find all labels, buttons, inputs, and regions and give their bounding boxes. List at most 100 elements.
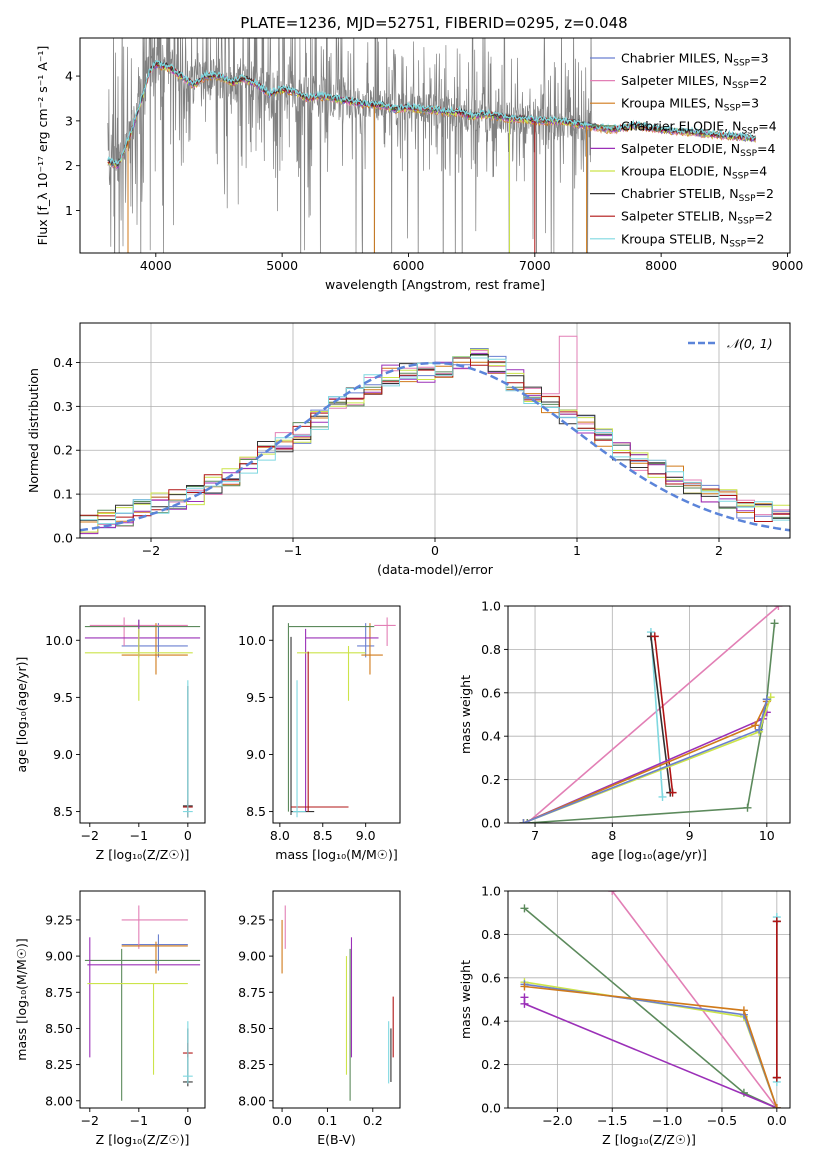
y-tick-label: 1 — [65, 203, 73, 218]
x-tick-label: 9000 — [772, 258, 804, 273]
mass-weight-chabrier-miles-line — [523, 699, 768, 823]
mass-weight-marker — [523, 819, 532, 823]
mass-weight-salpeter-miles-line — [611, 891, 778, 1108]
mass-weight-marker — [608, 891, 617, 895]
mass-weight-marker — [772, 1073, 781, 1082]
legend-entry-label: Salpeter STELIB, NSSP=2 — [621, 209, 773, 227]
x-tick-label: 1 — [573, 543, 581, 558]
y-tick-label: 1.0 — [481, 599, 501, 614]
x-tick-label: −1.0 — [652, 1113, 682, 1128]
x-tick-label: −2.0 — [542, 1113, 572, 1128]
legend-entry-label: Chabrier STELIB, NSSP=2 — [621, 186, 774, 204]
x-tick-label: 6000 — [393, 258, 425, 273]
y-tick-label: 8.75 — [45, 985, 73, 1000]
mass_weight_vs_age-axes-frame — [507, 605, 791, 824]
x-tick-label: −1 — [130, 828, 148, 843]
x-tick-label: 8 — [608, 828, 616, 843]
age_vs_Z-plot-area — [84, 617, 201, 818]
legend-entry-label: Salpeter ELODIE, NSSP=4 — [621, 141, 776, 159]
x-tick-label: 0.0 — [272, 1113, 292, 1128]
x-tick-label: 7000 — [519, 258, 551, 273]
y-tick-label: 0.2 — [481, 1057, 501, 1072]
y-tick-label: 0.6 — [481, 685, 501, 700]
mass-weight-marker — [520, 982, 529, 991]
model-kroupa-stelib-line — [107, 59, 757, 165]
x-tick-label: −2 — [142, 543, 160, 558]
y-tick-label: 8.25 — [238, 1057, 266, 1072]
residuals-plot-area — [80, 323, 790, 538]
y-tick-label: 0.0 — [481, 816, 501, 831]
residuals-x-axis-label: (data-model)/error — [377, 562, 494, 577]
x-tick-label: 7 — [531, 828, 539, 843]
mass_weight_vs_Z-axes-frame — [507, 890, 791, 1109]
mass_weight_vs_Z-plot-area — [508, 891, 790, 1108]
mass-weight-marker — [739, 1006, 748, 1015]
y-tick-label: 2 — [65, 158, 73, 173]
y-tick-label: 9.00 — [45, 949, 73, 964]
y-tick-label: 0.8 — [481, 642, 501, 657]
x-tick-label: 2 — [715, 543, 723, 558]
legend-entry-label: Chabrier MILES, NSSP=3 — [621, 51, 769, 69]
y-tick-label: 0.4 — [481, 1014, 501, 1029]
mass-weight-salpeter-elodie-line — [523, 711, 768, 823]
x-tick-label: −1 — [130, 1113, 148, 1128]
y-tick-label: 9.5 — [53, 690, 73, 705]
y-tick-label: 8.5 — [53, 804, 73, 819]
mass-weight-marker — [774, 606, 783, 610]
y-tick-label: 0.2 — [53, 443, 73, 458]
y-tick-label: 0.8 — [481, 927, 501, 942]
model-salpeter-stelib-line — [107, 61, 756, 166]
mass-weight-marker — [658, 792, 667, 801]
y-tick-label: 9.5 — [246, 690, 266, 705]
legend-entry-label: Kroupa STELIB, NSSP=2 — [621, 231, 765, 249]
mass-weight-chabrier-elodie-line — [527, 623, 776, 823]
legend-entry-label: Kroupa MILES, NSSP=3 — [621, 96, 759, 114]
x-tick-label: 8.0 — [270, 828, 290, 843]
x-tick-label: −2 — [81, 828, 99, 843]
spectrum-x-axis-label: wavelength [Angstrom, rest frame] — [325, 277, 545, 292]
mass_vs_ebv-axes-frame — [272, 890, 401, 1109]
mass-weight-marker — [762, 695, 771, 704]
x-tick-label: 0.0 — [767, 1113, 787, 1128]
y-tick-label: 0.1 — [53, 487, 73, 502]
age_vs_mass-axes-frame — [272, 605, 401, 824]
residuals-y-axis-label: Normed distribution — [26, 368, 41, 493]
y-tick-label: 0.4 — [481, 729, 501, 744]
x-tick-label: 8000 — [645, 258, 677, 273]
y-tick-label: 3 — [65, 113, 73, 128]
spectrum-axes-frame — [79, 37, 791, 254]
mass-weight-marker — [772, 917, 781, 926]
y-tick-label: 4 — [65, 69, 73, 84]
mass-weight-marker — [519, 819, 528, 823]
x-tick-label: 0 — [184, 1113, 192, 1128]
x-tick-label: −0.5 — [707, 1113, 737, 1128]
y-tick-label: 10.0 — [238, 633, 266, 648]
x-tick-label: 8.5 — [313, 828, 333, 843]
mass-weight-marker — [743, 803, 752, 812]
mass-weight-salpeter-miles-line — [526, 606, 779, 823]
x-tick-label: −1 — [284, 543, 302, 558]
age_vs_Z-axes-frame — [79, 605, 206, 824]
y-tick-label: 0.3 — [53, 399, 73, 414]
legend-entry-label: Salpeter MILES, NSSP=2 — [621, 73, 767, 91]
legend-entry-label: Kroupa ELODIE, NSSP=4 — [621, 164, 767, 182]
mass-weight-kroupa-elodie-line — [523, 696, 772, 823]
x-tick-label: 0 — [431, 543, 439, 558]
mass-weight-chabrier-elodie-line — [523, 907, 778, 1108]
y-tick-label: 0.0 — [53, 531, 73, 546]
mass-weight-kroupa-miles-line — [524, 985, 778, 1108]
age_vs_mass-x-axis-label: mass [log₁₀(M/M☉)] — [275, 847, 397, 862]
x-tick-label: 0.1 — [317, 1113, 337, 1128]
y-tick-label: 0.6 — [481, 970, 501, 985]
spectrum-y-axis-label: Flux [f_λ 10⁻¹⁷ erg cm⁻² s⁻¹ A⁻¹] — [35, 46, 50, 246]
mass_weight_vs_age-x-axis-label: age [log₁₀(age/yr)] — [591, 847, 707, 862]
mass_vs_Z-x-axis-label: Z [log₁₀(Z/Z☉)] — [96, 1132, 190, 1147]
x-tick-label: 9 — [686, 828, 694, 843]
y-tick-label: 9.25 — [238, 912, 266, 927]
x-tick-label: 5000 — [266, 258, 298, 273]
legend-entry-label: Chabrier ELODIE, NSSP=4 — [621, 118, 777, 136]
y-tick-label: 9.0 — [53, 747, 73, 762]
y-tick-label: 8.00 — [238, 1093, 266, 1108]
x-tick-label: 0 — [184, 828, 192, 843]
